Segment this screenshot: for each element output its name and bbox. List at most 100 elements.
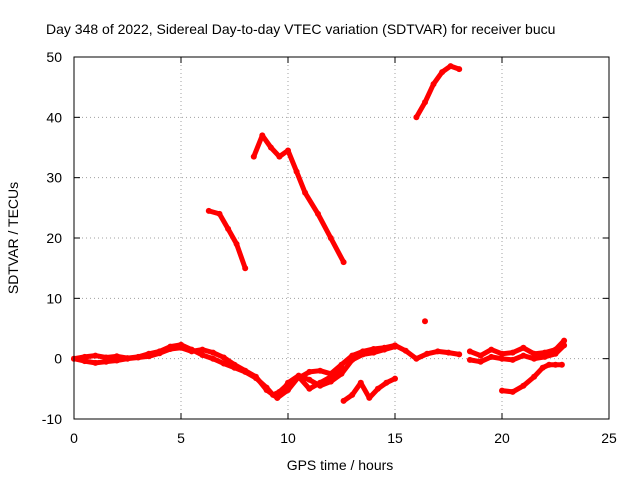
series-tail-low [466,342,568,365]
data-point [422,99,428,106]
data-point [445,349,452,356]
data-point [306,368,313,375]
data-point [349,391,356,398]
series-tail-high [466,337,568,359]
data-point [340,397,347,404]
data-point [392,343,398,350]
data-point [199,352,206,358]
data-point [145,353,152,360]
data-point [178,344,184,351]
data-point [156,350,163,357]
data-point [113,357,120,364]
series-arc-late [413,63,463,121]
data-point [381,346,388,353]
x-tick-label: 25 [601,430,617,446]
data-point [267,144,274,151]
data-point [274,394,281,401]
chart-title: Day 348 of 2022, Sidereal Day-to-day VTE… [46,21,555,37]
data-point [317,379,324,386]
data-point [340,259,347,266]
series-arc-early [205,207,249,272]
y-tick-label: 10 [46,290,62,306]
y-tick-label: 40 [46,109,62,125]
series-baseline-b [71,343,398,401]
y-tick-label: 20 [46,230,62,246]
data-point [558,361,565,368]
series-negative-arc [499,361,565,395]
x-tick-label: 5 [177,430,185,446]
data-point [509,349,516,356]
data-point [210,355,217,362]
series-line [467,338,567,359]
data-point [285,387,291,393]
data-point [295,373,302,380]
data-point [188,348,195,355]
data-point [338,364,345,371]
data-point [539,364,546,371]
data-point [402,347,409,354]
data-point [477,352,484,359]
data-point [370,349,377,356]
data-point [531,373,538,380]
data-point [531,350,538,357]
data-point [225,225,232,232]
data-point [81,358,88,365]
y-tick-label: 30 [46,170,62,186]
series-line [467,342,567,365]
data-point [205,207,212,214]
data-point [306,376,313,383]
data-point [210,349,217,356]
data-point [466,356,473,363]
data-point [509,356,516,363]
data-point [456,351,463,358]
data-point [242,265,249,272]
x-tick-label: 10 [280,430,296,446]
data-point [220,354,227,361]
data-point [338,370,345,377]
data-point [552,350,559,357]
data-point [531,355,538,362]
data-point [263,387,270,393]
data-point [541,353,548,360]
data-point [220,360,227,367]
data-point [552,361,559,368]
data-point [285,147,291,154]
data-point [359,351,366,358]
data-point [366,394,373,401]
data-point [103,354,110,361]
y-tick-label: 50 [46,49,62,65]
data-point [233,241,240,247]
series-line [413,63,462,120]
y-axis-label: SDTVAR / TECUs [5,182,21,294]
data-point [466,348,473,355]
tick-labels: 0 5 10 15 20 25 -10 0 10 20 30 40 50 [42,49,617,446]
plot-frame [73,56,610,420]
data-point [447,63,454,70]
data-point [424,350,431,357]
data-point [499,355,505,362]
data-point [103,358,110,365]
y-tick-label: -10 [42,411,62,427]
data-point [315,210,321,217]
data-point [317,367,324,374]
data-point [439,69,446,76]
series-isolated-blip [422,318,428,325]
series-baseline-c [274,364,345,401]
data-point [293,168,300,175]
data-point [422,318,428,325]
data-point [434,348,441,355]
data-point [231,361,238,368]
data-point [92,352,99,359]
data-point [561,342,568,349]
data-point [520,382,527,389]
series-dip-segment [340,375,398,404]
data-point [499,387,505,394]
data-point [302,189,309,196]
data-point [546,361,553,368]
data-point [216,210,223,217]
data-point [509,388,516,395]
data-point [520,344,527,351]
data-point [167,346,174,352]
data-point [383,379,390,386]
